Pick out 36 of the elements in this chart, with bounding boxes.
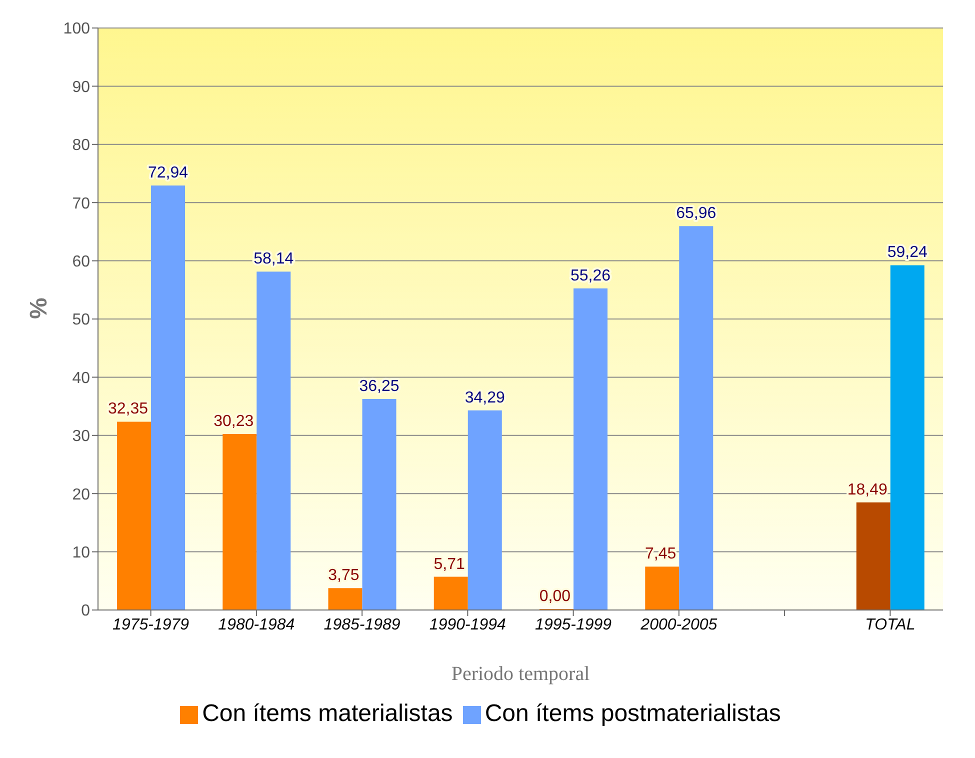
- y-tick-label: 60: [72, 253, 90, 270]
- data-label: 0,00: [539, 588, 571, 605]
- legend-label: Con ítems materialistas: [202, 700, 453, 727]
- y-tick-label: 70: [72, 195, 90, 212]
- y-tick-label: 40: [72, 370, 90, 387]
- legend-label: Con ítems postmaterialistas: [484, 700, 781, 727]
- y-tick-label: 20: [72, 486, 90, 504]
- data-label: 58,14: [254, 250, 294, 268]
- data-label: 65,96: [676, 205, 716, 222]
- data-label: 34,29: [464, 389, 506, 406]
- x-tick-label: 1975-1979: [112, 616, 190, 634]
- y-axis-title: %: [26, 298, 53, 319]
- y-tick-label: 80: [72, 137, 90, 154]
- y-tick-label: 0: [81, 602, 90, 620]
- x-tick-label: 1990-1994: [429, 616, 506, 634]
- y-tick-label: 90: [72, 78, 90, 96]
- y-tick-label: 50: [72, 312, 90, 329]
- x-tick-label: 2000-2005: [640, 616, 718, 634]
- x-tick-label: 1995-1999: [535, 616, 612, 634]
- x-tick-label: 1985-1989: [324, 616, 400, 634]
- data-label: 59,24: [887, 244, 928, 262]
- y-tick-label: 30: [72, 428, 90, 446]
- data-label: 5,71: [434, 556, 465, 573]
- data-label: 55,26: [570, 267, 611, 284]
- data-label: 30,23: [214, 413, 254, 430]
- x-axis-title: Periodo temporal: [451, 663, 590, 685]
- data-label: 72,94: [148, 164, 188, 182]
- data-label: 18,49: [847, 481, 888, 498]
- y-tick-label: 100: [63, 20, 90, 38]
- data-label: 36,25: [359, 378, 400, 396]
- data-label: 3,75: [328, 567, 360, 584]
- y-tick-label: 10: [72, 544, 90, 562]
- data-label: 7,45: [644, 546, 676, 563]
- data-label: 32,35: [108, 400, 148, 418]
- x-tick-label: 1980-1984: [218, 616, 295, 634]
- x-tick-label: TOTAL: [865, 616, 916, 634]
